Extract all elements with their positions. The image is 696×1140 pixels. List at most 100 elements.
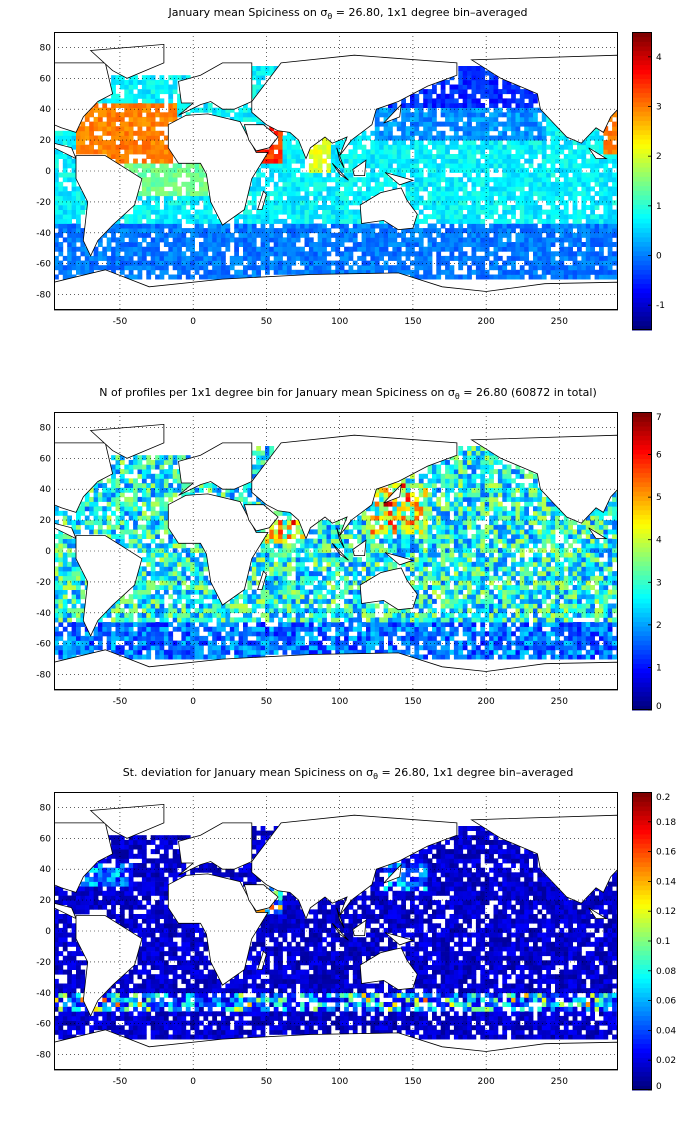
data-cell [357, 242, 362, 247]
data-cell [599, 177, 604, 183]
data-cell [449, 144, 455, 150]
data-cell [194, 200, 200, 206]
data-cell [111, 112, 116, 118]
data-cell [436, 135, 442, 141]
data-cell [273, 635, 279, 641]
data-cell [256, 631, 261, 637]
colorbar-swatch [632, 134, 652, 140]
data-cell [432, 112, 437, 118]
data-cell [370, 246, 376, 252]
data-cell [243, 631, 248, 637]
data-cell [207, 631, 213, 637]
data-cell [168, 274, 174, 280]
data-cell [427, 237, 433, 243]
data-cell [533, 274, 538, 280]
colorbar-swatch [632, 83, 652, 89]
data-cell [326, 205, 332, 210]
data-cell [445, 177, 450, 183]
data-cell [432, 200, 437, 206]
data-cell [590, 237, 595, 243]
data-cell [97, 251, 103, 257]
data-cell [489, 84, 494, 90]
data-cell [475, 116, 481, 122]
data-cell [80, 622, 86, 627]
data-cell [163, 649, 169, 655]
data-cell [515, 269, 521, 275]
data-cell [344, 195, 349, 201]
data-cell [511, 598, 516, 604]
data-cell [599, 265, 604, 271]
data-cell [163, 112, 169, 118]
data-cell [247, 626, 253, 632]
data-cell [326, 167, 332, 173]
data-cell [212, 635, 217, 641]
data-cell [445, 640, 450, 646]
data-cell [216, 645, 222, 651]
data-cell [265, 255, 270, 261]
data-cell [300, 181, 305, 187]
data-cell [137, 242, 143, 247]
data-cell [370, 228, 376, 234]
data-cell [506, 84, 512, 90]
data-cell [453, 228, 459, 234]
data-cell [568, 158, 573, 164]
data-cell [585, 255, 591, 261]
coastline [251, 54, 458, 160]
data-cell [414, 218, 420, 224]
data-cell [185, 645, 191, 651]
data-cell [190, 612, 195, 618]
data-cell [585, 191, 591, 197]
data-cell [221, 251, 226, 257]
data-cell [396, 649, 402, 655]
x-tick-label: 0 [190, 317, 196, 327]
data-cell [348, 228, 354, 234]
data-cell [414, 603, 420, 609]
data-cell [150, 269, 156, 275]
data-cell [603, 154, 609, 159]
data-cell [265, 214, 270, 220]
data-cell [502, 121, 508, 127]
data-cell [581, 265, 587, 271]
data-cell [361, 144, 367, 150]
data-cell [493, 612, 499, 618]
data-cell [480, 626, 486, 632]
data-cell [212, 274, 217, 280]
data-cell [502, 622, 508, 627]
data-cell [563, 246, 569, 252]
data-cell [489, 195, 494, 201]
data-cell [150, 195, 156, 201]
data-cell [330, 154, 336, 159]
data-cell [379, 649, 384, 655]
data-cell [308, 149, 314, 155]
data-cell [577, 177, 582, 183]
data-cell [247, 228, 253, 234]
data-cell [418, 251, 424, 257]
data-cell [467, 228, 472, 234]
data-cell [445, 103, 450, 108]
data-cell [361, 195, 367, 201]
data-cell [533, 98, 538, 104]
data-cell [322, 626, 327, 632]
data-cell [58, 214, 64, 220]
data-cell [366, 269, 371, 275]
data-cell [559, 237, 565, 243]
data-cell [212, 223, 217, 229]
data-cell [357, 265, 362, 271]
data-cell [568, 603, 573, 609]
data-cell [67, 269, 72, 275]
data-cell [453, 154, 459, 159]
data-cell [471, 269, 477, 275]
data-cell [194, 265, 200, 271]
data-cell [207, 608, 213, 614]
data-cell [115, 75, 121, 81]
data-cell [467, 205, 472, 210]
data-cell [585, 237, 591, 243]
data-cell [221, 265, 226, 271]
data-cell [221, 223, 226, 229]
data-cell [577, 251, 582, 257]
data-cell [388, 154, 393, 159]
data-cell [278, 608, 283, 614]
data-cell [392, 144, 398, 150]
data-cell [445, 218, 450, 224]
data-cell [537, 181, 543, 187]
